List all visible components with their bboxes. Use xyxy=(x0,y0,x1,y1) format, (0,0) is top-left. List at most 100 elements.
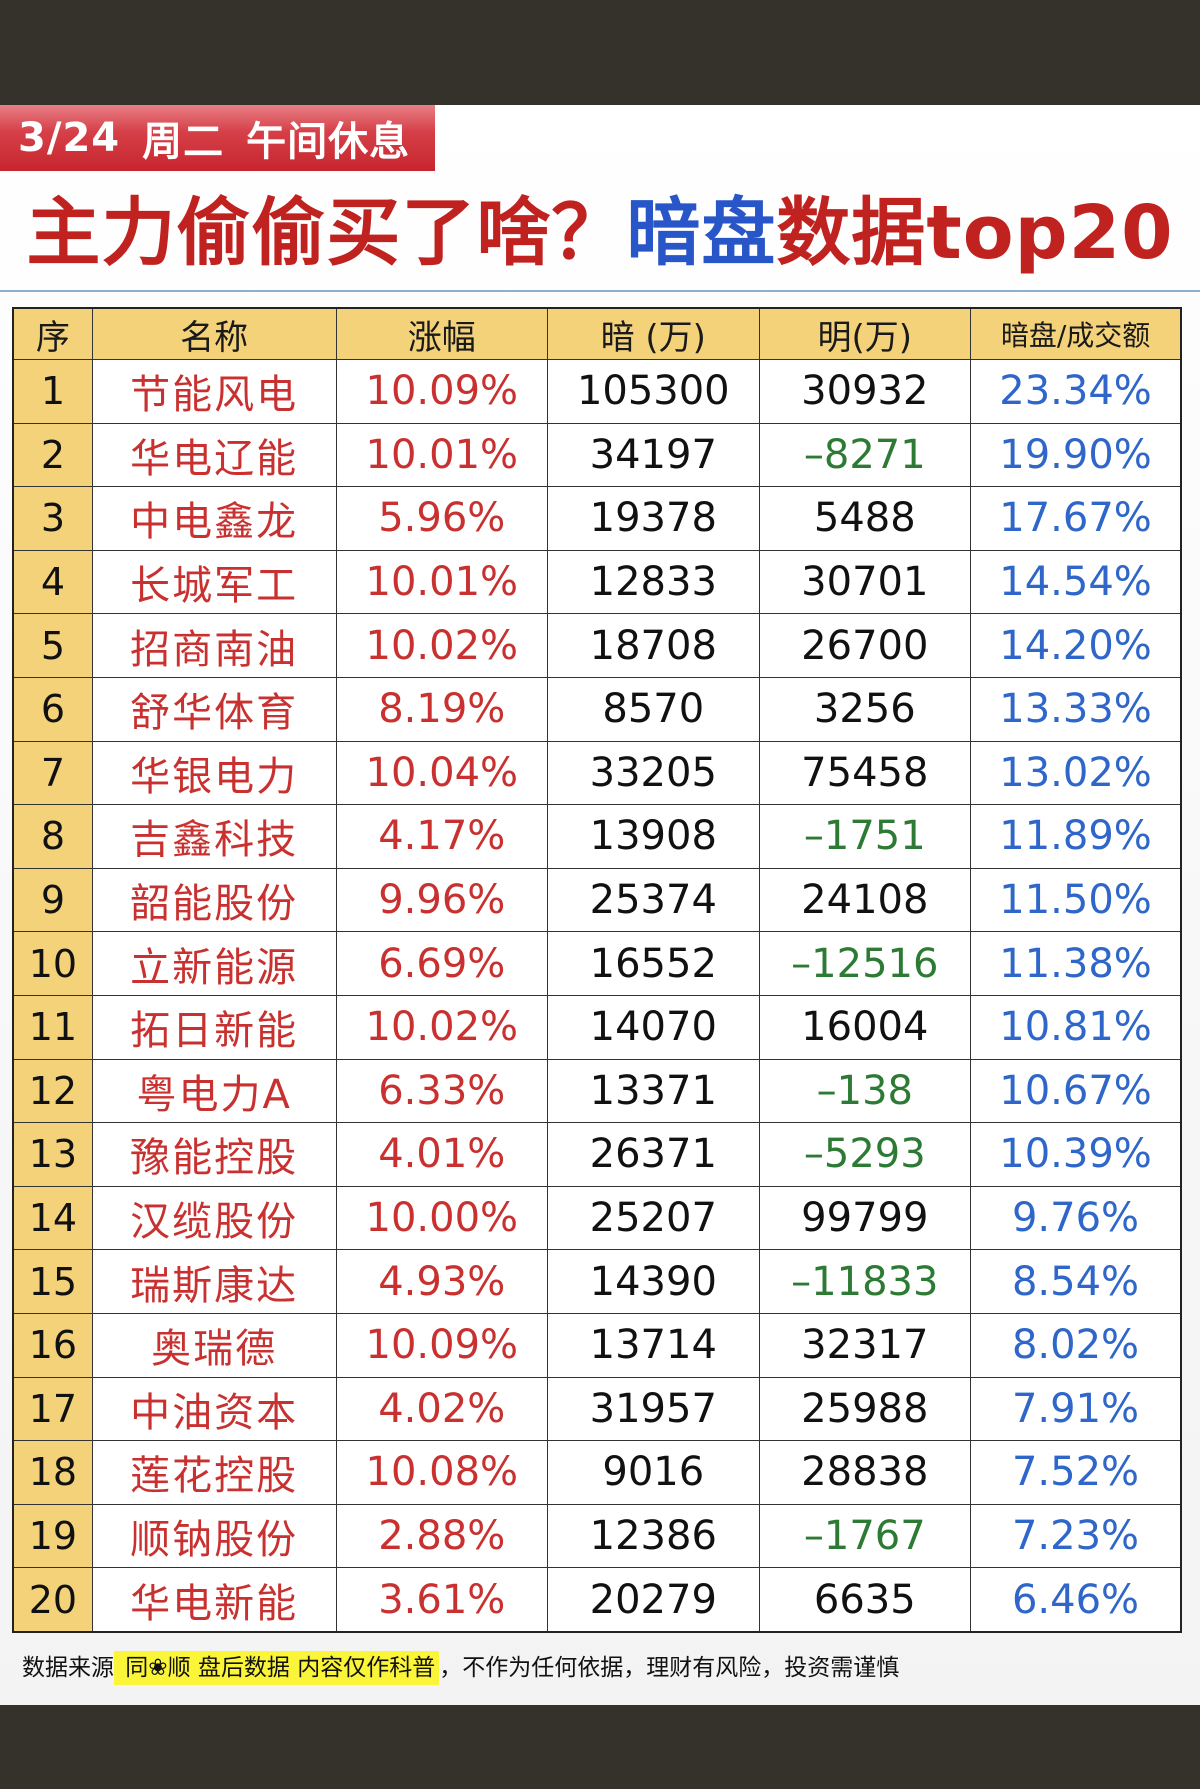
change-pct: 4.01% xyxy=(335,1122,549,1187)
stock-name: 华电新能 xyxy=(91,1567,337,1633)
stock-name: 韶能股份 xyxy=(91,867,337,933)
row-index: 6 xyxy=(12,676,93,742)
col-header-change: 涨幅 xyxy=(335,307,549,360)
table-row: 13 豫能控股 4.01% 26371 –5293 10.39% xyxy=(12,1122,1182,1187)
row-index: 17 xyxy=(12,1376,93,1442)
change-pct: 10.00% xyxy=(335,1185,549,1251)
lit-amount: 28838 xyxy=(758,1440,972,1505)
row-index: 11 xyxy=(12,994,93,1060)
date-label: 3/24 xyxy=(18,115,121,161)
dark-pool-ratio: 13.02% xyxy=(970,740,1182,806)
dark-pool-amount: 8570 xyxy=(547,676,760,742)
dark-pool-ratio: 6.46% xyxy=(970,1567,1182,1633)
change-pct: 3.61% xyxy=(335,1567,549,1633)
bottom-dark-band xyxy=(0,1705,1200,1789)
dark-pool-ratio: 8.02% xyxy=(970,1312,1182,1378)
dark-pool-amount: 12833 xyxy=(547,549,760,615)
table-row: 4 长城军工 10.01% 12833 30701 14.54% xyxy=(12,549,1182,615)
table-row: 20 华电新能 3.61% 20279 6635 6.46% xyxy=(12,1567,1182,1633)
table-row: 11 拓日新能 10.02% 14070 16004 10.81% xyxy=(12,994,1182,1060)
lit-amount: 99799 xyxy=(758,1185,972,1251)
dark-pool-amount: 13371 xyxy=(547,1058,760,1124)
dark-pool-ratio: 23.34% xyxy=(970,359,1182,424)
table-row: 7 华银电力 10.04% 33205 75458 13.02% xyxy=(12,740,1182,806)
change-pct: 10.09% xyxy=(335,1312,549,1378)
table-row: 17 中油资本 4.02% 31957 25988 7.91% xyxy=(12,1376,1182,1442)
dark-pool-ratio: 11.38% xyxy=(970,931,1182,996)
table-header-row: 序 名称 涨幅 暗 (万) 明(万) 暗盘/成交额 xyxy=(12,307,1182,360)
stock-name: 中电鑫龙 xyxy=(91,486,337,551)
dark-pool-amount: 13908 xyxy=(547,804,760,869)
dark-pool-ratio: 7.23% xyxy=(970,1503,1182,1569)
row-index: 7 xyxy=(12,740,93,806)
dark-pool-table: 序 名称 涨幅 暗 (万) 明(万) 暗盘/成交额 1 节能风电 10.09% 105… xyxy=(12,307,1182,1633)
lit-amount: 24108 xyxy=(758,867,972,933)
dark-pool-ratio: 11.50% xyxy=(970,867,1182,933)
lit-amount: –5293 xyxy=(758,1122,972,1187)
table-row: 18 莲花控股 10.08% 9016 28838 7.52% xyxy=(12,1440,1182,1505)
row-index: 18 xyxy=(12,1440,93,1505)
weekday-label: 周二 xyxy=(142,119,225,165)
change-pct: 10.08% xyxy=(335,1440,549,1505)
row-index: 1 xyxy=(12,359,93,424)
stock-name: 瑞斯康达 xyxy=(91,1249,337,1314)
lit-amount: 25988 xyxy=(758,1376,972,1442)
change-pct: 10.01% xyxy=(335,422,549,488)
lit-amount: 30701 xyxy=(758,549,972,615)
footer-highlight: 同❀顺 盘后数据 内容仅作科普 xyxy=(114,1651,440,1685)
table-row: 9 韶能股份 9.96% 25374 24108 11.50% xyxy=(12,867,1182,933)
dark-pool-amount: 34197 xyxy=(547,422,760,488)
dark-pool-ratio: 13.33% xyxy=(970,676,1182,742)
dark-pool-amount: 26371 xyxy=(547,1122,760,1187)
session-label: 午间休息 xyxy=(246,119,411,165)
footer-suffix: ，不作为任何依据，理财有风险，投资需谨慎 xyxy=(439,1655,900,1681)
change-pct: 5.96% xyxy=(335,486,549,551)
row-index: 14 xyxy=(12,1185,93,1251)
row-index: 3 xyxy=(12,486,93,551)
row-index: 15 xyxy=(12,1249,93,1314)
table-body: 1 节能风电 10.09% 105300 30932 23.34% 2 华电辽能 10.01% 3… xyxy=(12,359,1182,1633)
lit-amount: –12516 xyxy=(758,931,972,996)
dark-pool-amount: 25207 xyxy=(547,1185,760,1251)
stock-name: 节能风电 xyxy=(91,359,337,424)
dark-pool-ratio: 10.67% xyxy=(970,1058,1182,1124)
dark-pool-amount: 105300 xyxy=(547,359,760,424)
stock-name: 顺钠股份 xyxy=(91,1503,337,1569)
dark-pool-ratio: 10.81% xyxy=(970,994,1182,1060)
dark-pool-amount: 14390 xyxy=(547,1249,760,1314)
change-pct: 10.01% xyxy=(335,549,549,615)
change-pct: 10.02% xyxy=(335,994,549,1060)
table-row: 3 中电鑫龙 5.96% 19378 5488 17.67% xyxy=(12,486,1182,551)
date-badge: 3/24 周二 午间休息 xyxy=(0,105,435,171)
stock-name: 舒华体育 xyxy=(91,676,337,742)
dark-pool-amount: 13714 xyxy=(547,1312,760,1378)
stock-name: 粤电力A xyxy=(91,1058,337,1124)
lit-amount: –138 xyxy=(758,1058,972,1124)
table-row: 5 招商南油 10.02% 18708 26700 14.20% xyxy=(12,613,1182,678)
dark-pool-amount: 16552 xyxy=(547,931,760,996)
lit-amount: 16004 xyxy=(758,994,972,1060)
stock-name: 吉鑫科技 xyxy=(91,804,337,869)
row-index: 4 xyxy=(12,549,93,615)
row-index: 16 xyxy=(12,1312,93,1378)
stock-name: 奥瑞德 xyxy=(91,1312,337,1378)
table-row: 14 汉缆股份 10.00% 25207 99799 9.76% xyxy=(12,1185,1182,1251)
dark-pool-ratio: 10.39% xyxy=(970,1122,1182,1187)
dark-pool-ratio: 11.89% xyxy=(970,804,1182,869)
stock-name: 豫能控股 xyxy=(91,1122,337,1187)
row-index: 10 xyxy=(12,931,93,996)
col-header-dark: 暗 (万) xyxy=(547,307,760,360)
change-pct: 4.17% xyxy=(335,804,549,869)
dark-pool-amount: 14070 xyxy=(547,994,760,1060)
col-header-index: 序 xyxy=(12,307,93,360)
table-row: 2 华电辽能 10.01% 34197 –8271 19.90% xyxy=(12,422,1182,488)
change-pct: 9.96% xyxy=(335,867,549,933)
stock-name: 汉缆股份 xyxy=(91,1185,337,1251)
dark-pool-ratio: 14.20% xyxy=(970,613,1182,678)
title-divider xyxy=(0,290,1200,292)
change-pct: 10.04% xyxy=(335,740,549,806)
change-pct: 6.69% xyxy=(335,931,549,996)
change-pct: 4.02% xyxy=(335,1376,549,1442)
change-pct: 4.93% xyxy=(335,1249,549,1314)
table-row: 16 奥瑞德 10.09% 13714 32317 8.02% xyxy=(12,1312,1182,1378)
